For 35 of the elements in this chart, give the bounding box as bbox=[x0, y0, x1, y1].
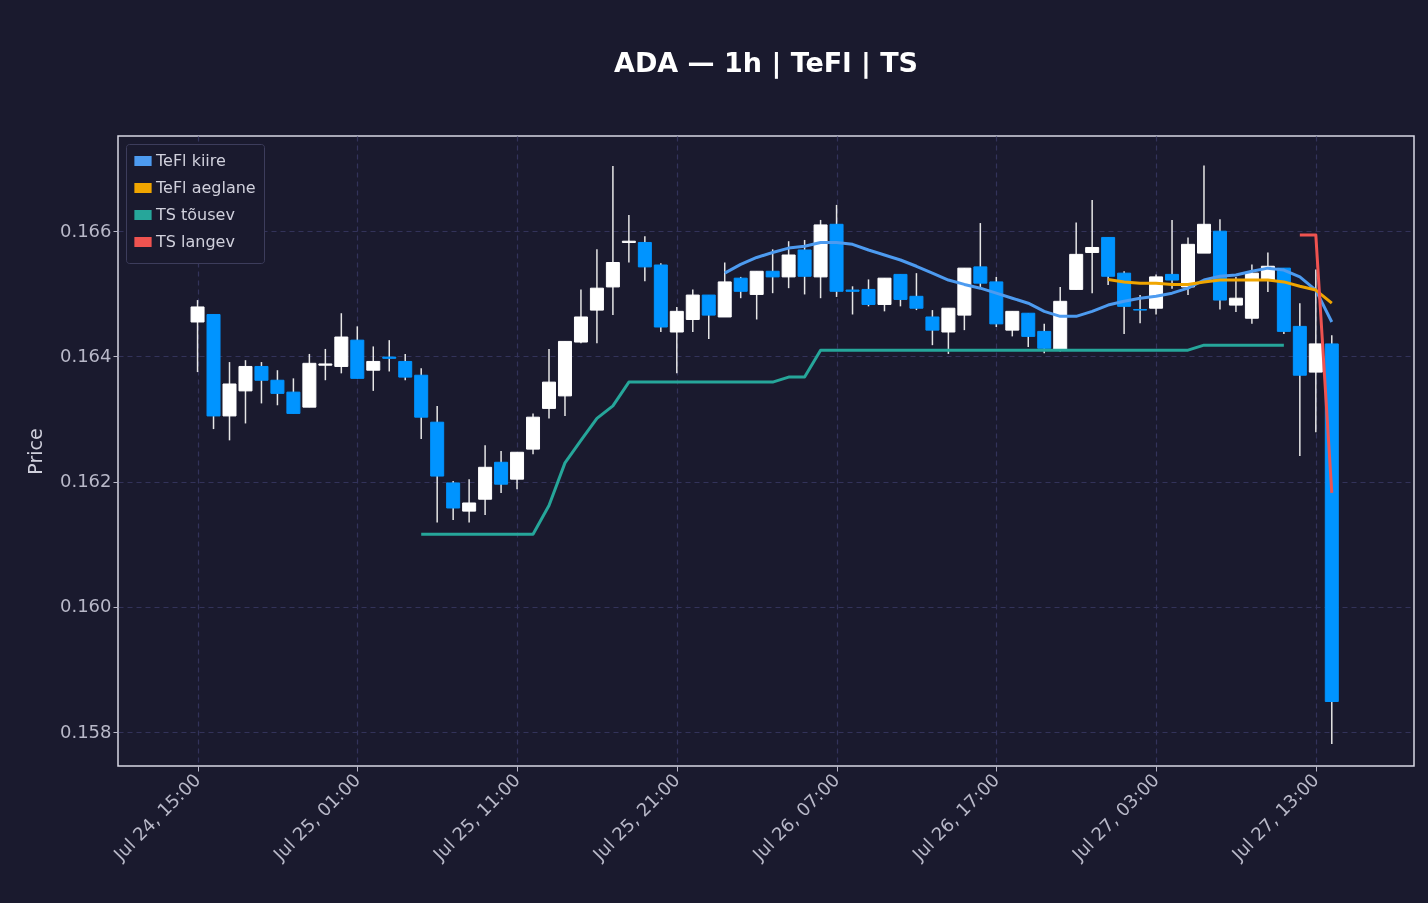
candlestick bbox=[621, 214, 636, 264]
y-tick-label: 0.164 bbox=[59, 344, 112, 366]
legend-label: TeFl kiire bbox=[155, 151, 226, 170]
candlestick bbox=[669, 306, 684, 375]
candlestick bbox=[925, 309, 940, 346]
candlestick bbox=[701, 294, 716, 340]
candlestick bbox=[1085, 199, 1100, 294]
candlestick bbox=[749, 270, 764, 321]
candlestick bbox=[190, 299, 205, 373]
candlestick bbox=[366, 345, 381, 392]
legend-label: TS langev bbox=[155, 232, 235, 251]
candlestick bbox=[589, 248, 604, 345]
legend-label: TeFl aeglane bbox=[155, 178, 256, 197]
candlestick bbox=[1133, 294, 1148, 324]
line-series bbox=[723, 240, 1334, 324]
candlestick bbox=[733, 276, 748, 299]
candlestick bbox=[398, 353, 413, 381]
candlestick bbox=[973, 222, 988, 289]
candlestick bbox=[781, 240, 796, 289]
y-axis-title: Price bbox=[23, 428, 46, 475]
candlestick bbox=[765, 248, 780, 294]
candlestick bbox=[462, 478, 477, 524]
candlestick bbox=[1037, 323, 1052, 355]
candlestick bbox=[1165, 219, 1180, 290]
legend-label: TS tõusev bbox=[155, 205, 235, 224]
candlestick bbox=[1021, 312, 1036, 348]
candlestick bbox=[1005, 310, 1020, 338]
candlestick bbox=[1228, 276, 1243, 313]
y-tick-label: 0.166 bbox=[59, 219, 112, 241]
candlestick bbox=[382, 339, 397, 373]
y-tick-label: 0.158 bbox=[59, 720, 112, 742]
y-tick-label: 0.160 bbox=[59, 595, 112, 617]
y-tick-label: 0.162 bbox=[59, 470, 112, 492]
chart-title: ADA — 1h | TeFl | TS bbox=[613, 47, 919, 79]
candlestick bbox=[494, 450, 509, 494]
